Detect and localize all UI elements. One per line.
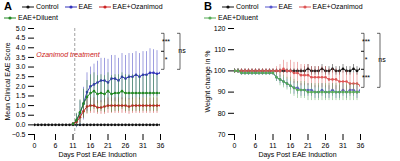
svg-text:3.5: 3.5 — [16, 54, 26, 61]
svg-text:***: *** — [362, 38, 370, 45]
html-text:EAE: EAE — [78, 3, 93, 10]
svg-text:110: 110 — [214, 46, 225, 53]
svg-text:−0.5: −0.5 — [12, 131, 26, 138]
html-text:EAE: EAE — [278, 3, 293, 10]
svg-text:5.0: 5.0 — [16, 25, 26, 32]
svg-text:6: 6 — [254, 142, 258, 149]
svg-text:31: 31 — [139, 142, 147, 149]
svg-text:100: 100 — [214, 67, 226, 74]
svg-text:31: 31 — [339, 142, 347, 149]
svg-text:ns: ns — [378, 56, 386, 63]
svg-text:2.0: 2.0 — [16, 83, 26, 90]
svg-text:11: 11 — [269, 142, 276, 149]
svg-text:26: 26 — [122, 142, 130, 149]
svg-text:21: 21 — [304, 142, 312, 149]
svg-text:*: * — [365, 56, 368, 63]
svg-text:120: 120 — [214, 25, 226, 32]
svg-text:26: 26 — [322, 142, 330, 149]
svg-text:21: 21 — [104, 142, 112, 149]
svg-text:4.0: 4.0 — [16, 44, 26, 51]
svg-text:0.0: 0.0 — [16, 121, 26, 128]
svg-text:Ozanimod treatment: Ozanimod treatment — [36, 51, 100, 58]
svg-text:1.5: 1.5 — [16, 92, 26, 99]
svg-text:2.5: 2.5 — [16, 73, 26, 80]
svg-text:16: 16 — [287, 142, 295, 149]
svg-text:36: 36 — [157, 142, 165, 149]
svg-text:11: 11 — [69, 142, 76, 149]
svg-text:4.5: 4.5 — [16, 34, 26, 41]
svg-text:16: 16 — [87, 142, 95, 149]
svg-text:90: 90 — [218, 88, 226, 95]
svg-text:Days Post EAE Induction: Days Post EAE Induction — [58, 151, 136, 159]
html-text:EAE+Diluent: EAE+Diluent — [18, 14, 58, 21]
svg-text:0: 0 — [233, 142, 237, 149]
svg-text:3.0: 3.0 — [16, 63, 26, 70]
svg-text:36: 36 — [357, 142, 365, 149]
svg-text:6: 6 — [54, 142, 58, 149]
html-text:Control: Control — [36, 3, 59, 10]
svg-text:***: *** — [162, 38, 170, 45]
svg-text:1.0: 1.0 — [16, 102, 26, 109]
svg-text:*: * — [165, 56, 168, 63]
svg-text:70: 70 — [218, 131, 226, 138]
html-text:EAE+Ozanimod: EAE+Ozanimod — [312, 3, 363, 10]
html-text:B: B — [204, 0, 212, 12]
svg-text:0.5: 0.5 — [16, 111, 26, 118]
svg-text:80: 80 — [218, 110, 226, 117]
html-text:EAE+Diluent: EAE+Diluent — [218, 14, 258, 21]
html-text:EAE+Ozanimod: EAE+Ozanimod — [112, 3, 163, 10]
svg-text:Days Post EAE Induction: Days Post EAE Induction — [258, 151, 336, 159]
svg-text:***: *** — [362, 74, 370, 81]
html-text:A: A — [4, 0, 12, 12]
svg-text:0: 0 — [33, 142, 37, 149]
svg-text:Weight change in %: Weight change in % — [204, 50, 212, 112]
html-text:Control: Control — [236, 3, 259, 10]
svg-text:Mean Clinical EAE Score: Mean Clinical EAE Score — [4, 42, 11, 120]
svg-text:ns: ns — [178, 47, 186, 54]
